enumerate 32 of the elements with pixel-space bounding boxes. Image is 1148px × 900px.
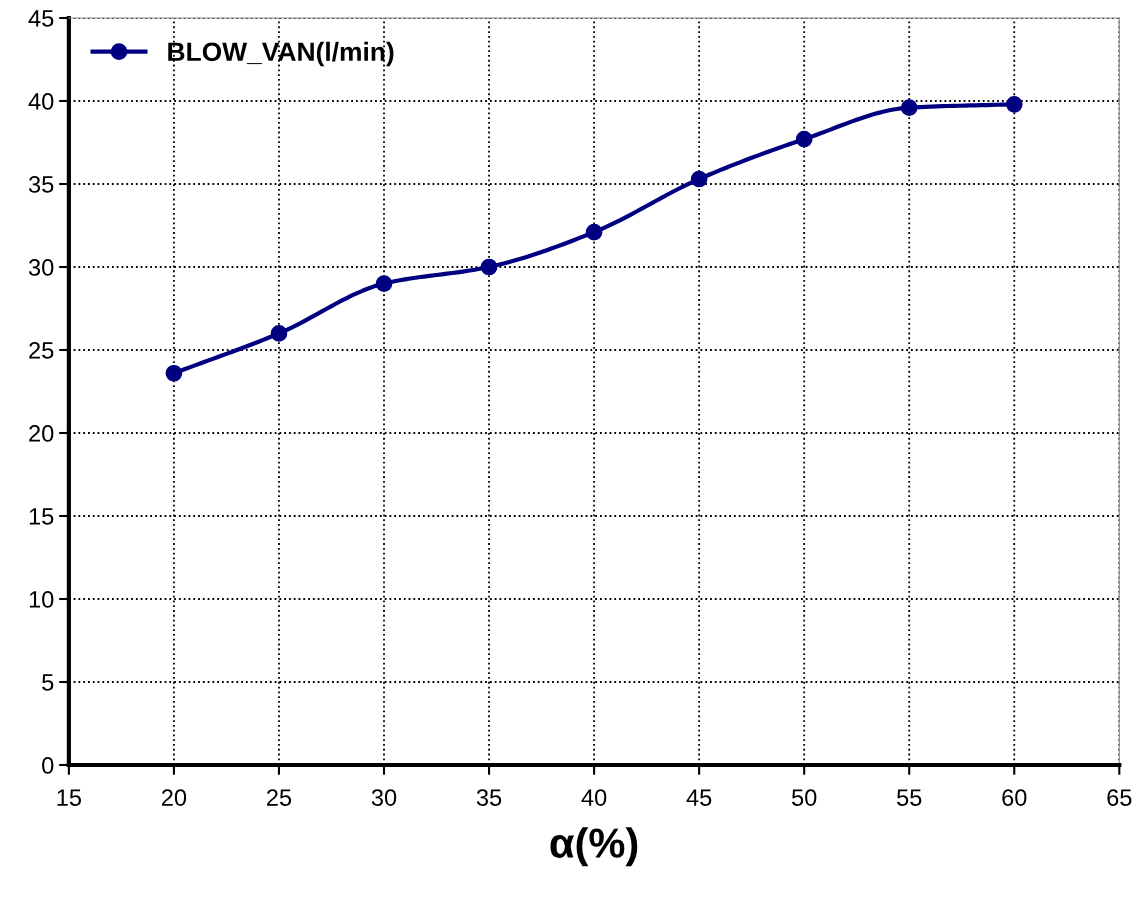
x-tick-label: 45 <box>686 789 712 806</box>
legend-label: BLOW_VAN(l/min) <box>168 41 394 67</box>
point <box>375 275 393 292</box>
x-tick-label: 65 <box>1107 789 1132 806</box>
x-tick-label: 20 <box>161 789 187 806</box>
y-tick-label: 25 <box>29 342 54 359</box>
point <box>690 170 708 188</box>
point <box>1005 95 1023 113</box>
point <box>900 99 918 116</box>
y-tick-label: 20 <box>29 425 54 442</box>
point <box>795 130 813 148</box>
point <box>480 258 498 276</box>
x-tick-label: 35 <box>476 789 502 806</box>
x-tick-label: 30 <box>371 789 397 806</box>
y-tick-label: 45 <box>28 10 54 27</box>
point <box>585 223 603 241</box>
x-tick-label: 55 <box>897 789 922 806</box>
y-tick-label: 5 <box>42 674 54 691</box>
point <box>165 364 183 382</box>
x-tick-label: 15 <box>57 789 82 806</box>
x-tick-label: 40 <box>581 789 607 806</box>
y-tick-label: 30 <box>28 259 54 276</box>
y-tick-label: 35 <box>28 176 54 193</box>
point <box>270 325 288 342</box>
y-tick-label: 10 <box>29 591 54 608</box>
y-tick-label: 15 <box>29 508 54 525</box>
x-tick-label: 50 <box>791 789 817 806</box>
y-tick-label: 0 <box>42 757 54 774</box>
y-tick-label: 40 <box>28 93 54 110</box>
x-tick-label: 60 <box>1002 789 1027 806</box>
x-axis-title: α(%) <box>550 827 638 867</box>
x-tick-label: 25 <box>267 789 292 806</box>
